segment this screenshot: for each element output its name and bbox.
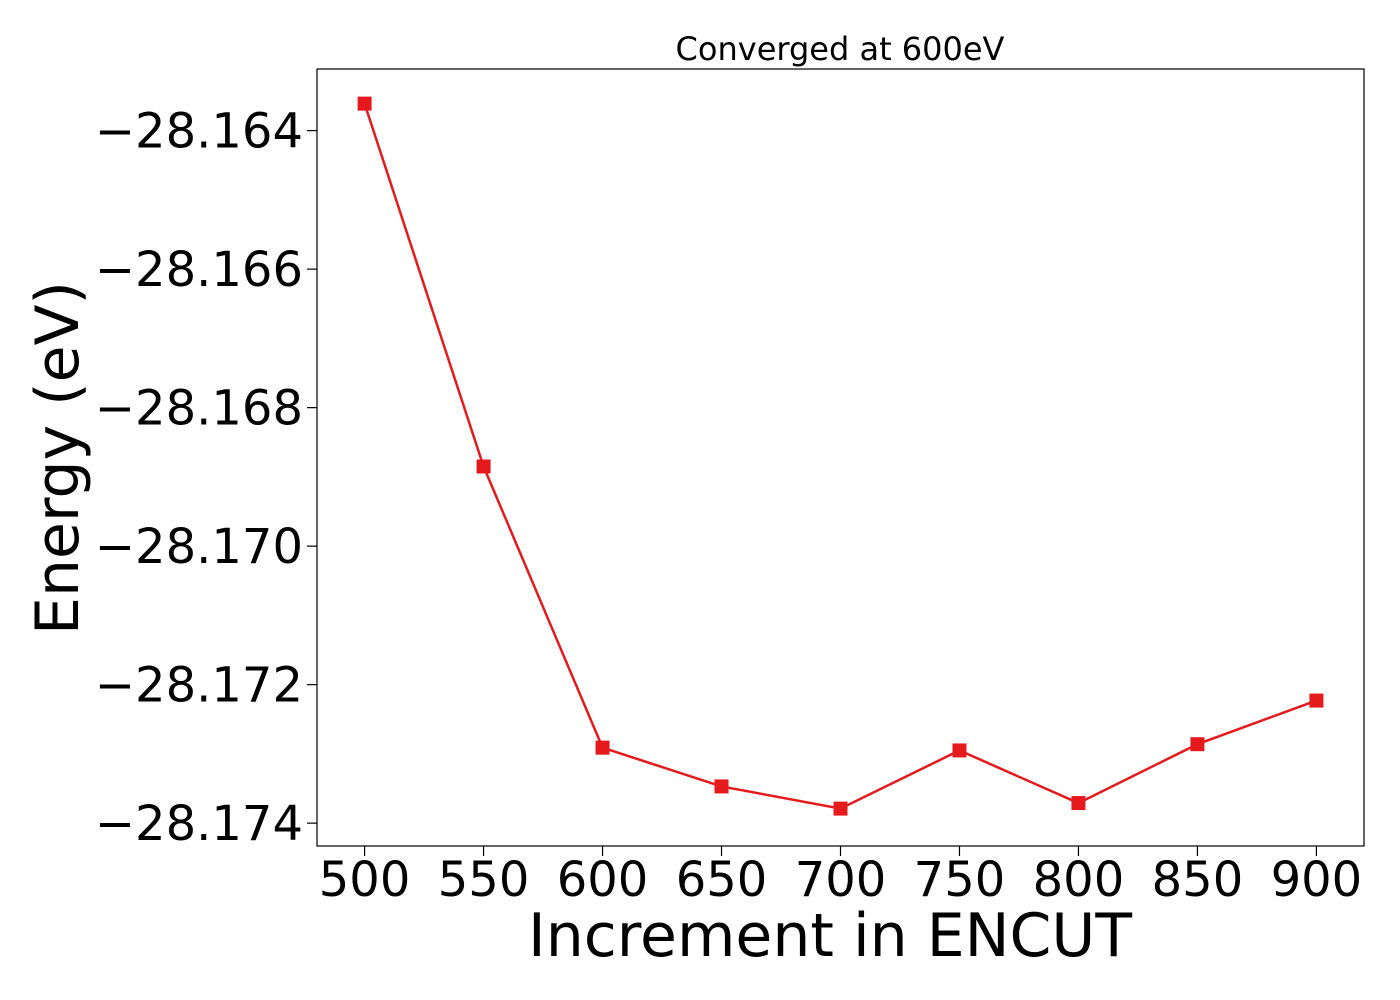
x-axis-ticks: 500 550 600 650 700 750 800 850 900 bbox=[319, 846, 1362, 908]
data-point-marker bbox=[357, 96, 372, 111]
x-tick-label: 700 bbox=[795, 852, 887, 908]
x-tick-label: 600 bbox=[557, 852, 649, 908]
x-tick-label: 650 bbox=[676, 852, 768, 908]
x-axis-label: Increment in ENCUT bbox=[528, 901, 1132, 971]
data-point-marker bbox=[1309, 693, 1324, 708]
y-tick-label: −28.172 bbox=[95, 658, 303, 714]
x-tick-label: 800 bbox=[1033, 852, 1125, 908]
y-tick-label: −28.174 bbox=[95, 796, 303, 852]
plot-frame bbox=[316, 68, 1365, 847]
y-axis-ticks: −28.164 −28.166 −28.168 −28.170 −28.172 −28.1… bbox=[95, 104, 317, 852]
data-point-marker bbox=[1071, 796, 1086, 811]
data-point-marker bbox=[714, 779, 729, 794]
x-tick-label: 850 bbox=[1152, 852, 1244, 908]
chart-title: Converged at 600eV bbox=[676, 30, 1005, 68]
data-point-marker bbox=[1190, 737, 1205, 752]
data-point-marker bbox=[833, 801, 848, 816]
data-point-marker bbox=[595, 740, 610, 755]
y-tick-label: −28.168 bbox=[95, 381, 303, 437]
y-tick-label: −28.164 bbox=[95, 104, 303, 160]
y-axis-label: Energy (eV) bbox=[23, 281, 93, 635]
y-tick-label: −28.166 bbox=[95, 242, 303, 298]
x-tick-label: 750 bbox=[914, 852, 1006, 908]
data-point-marker bbox=[952, 743, 967, 758]
x-tick-label: 550 bbox=[438, 852, 530, 908]
x-tick-label: 500 bbox=[319, 852, 411, 908]
x-tick-label: 900 bbox=[1271, 852, 1363, 908]
data-series bbox=[357, 96, 1324, 816]
data-point-marker bbox=[476, 459, 491, 474]
y-tick-label: −28.170 bbox=[95, 519, 303, 575]
